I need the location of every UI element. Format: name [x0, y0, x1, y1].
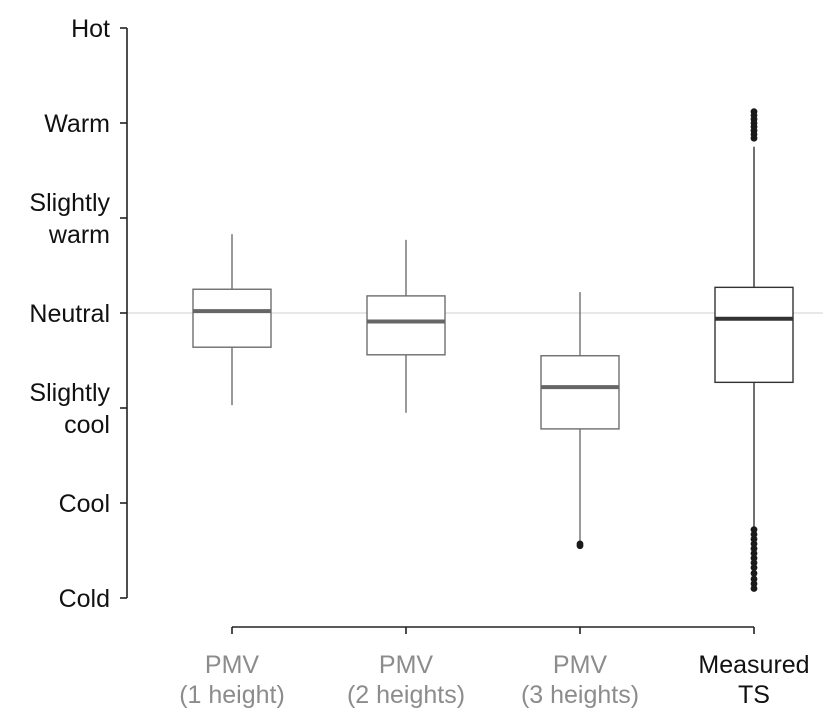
outlier-point	[750, 564, 758, 571]
x-tick-label: PMV	[553, 651, 608, 679]
outlier-point	[750, 585, 758, 592]
boxes-layer	[192, 108, 794, 592]
y-tick-label: cool	[64, 411, 110, 439]
y-tick-label: Cool	[59, 490, 110, 518]
iqr-box	[192, 288, 272, 348]
y-tick-label: Hot	[71, 15, 110, 43]
x-tick-label: (1 height)	[179, 681, 285, 709]
box-group	[540, 292, 620, 550]
outlier-point	[750, 134, 758, 142]
outlier-point	[750, 559, 758, 567]
outlier-point	[750, 580, 758, 588]
outlier-point	[750, 575, 758, 583]
outlier-point	[750, 530, 758, 538]
box-group	[714, 108, 794, 592]
axes-layer	[120, 27, 755, 634]
outlier-point	[750, 540, 758, 548]
y-tick-label: Cold	[59, 585, 110, 613]
x-tick-label: Measured	[698, 651, 809, 679]
outlier-point	[750, 549, 758, 557]
outlier-point	[750, 554, 758, 562]
iqr-box	[366, 295, 446, 356]
y-tick-label: Slightly	[29, 189, 110, 217]
outlier-point	[750, 535, 758, 543]
outlier-point	[750, 569, 758, 577]
y-tick-label: Neutral	[29, 300, 110, 328]
box-group	[192, 234, 272, 406]
x-tick-label: PMV	[379, 651, 434, 679]
x-tick-label: PMV	[205, 651, 260, 679]
y-tick-label: Warm	[44, 110, 110, 138]
outlier-point	[750, 545, 758, 552]
iqr-box	[714, 286, 794, 384]
y-tick-label: warm	[48, 221, 110, 249]
iqr-box	[540, 355, 620, 430]
box-group	[366, 239, 446, 413]
x-tick-label: TS	[738, 681, 770, 709]
y-tick-label: Slightly	[29, 379, 110, 407]
outlier-point	[576, 542, 584, 550]
x-tick-label: (2 heights)	[347, 681, 465, 709]
x-tick-label: (3 heights)	[521, 681, 639, 709]
labels-layer: Hot Warm Slightly warm Neutral Slightly cool Co…	[29, 15, 809, 709]
outlier-point	[750, 526, 758, 533]
